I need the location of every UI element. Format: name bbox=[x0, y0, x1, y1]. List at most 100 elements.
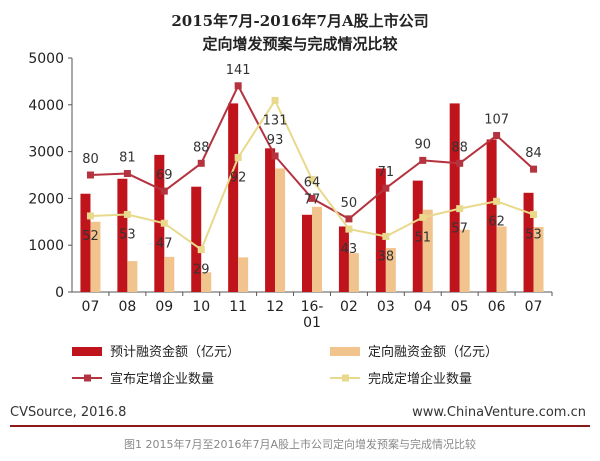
legend-label: 完成定增企业数量 bbox=[368, 371, 472, 387]
bar-completed bbox=[275, 168, 286, 292]
data-label: 62 bbox=[488, 214, 505, 229]
bar-planned bbox=[80, 193, 91, 292]
data-label: 107 bbox=[484, 113, 509, 128]
bar-planned bbox=[523, 192, 534, 292]
data-label: 77 bbox=[304, 192, 321, 207]
data-label: 92 bbox=[230, 170, 247, 185]
line-point bbox=[530, 210, 538, 218]
bar-completed bbox=[496, 226, 507, 292]
x-tick-label: 01 bbox=[303, 315, 321, 331]
line-point bbox=[493, 132, 501, 140]
line-point bbox=[456, 205, 464, 213]
line-point bbox=[271, 152, 279, 160]
data-label: 64 bbox=[304, 175, 321, 190]
y-tick-label: 0 bbox=[55, 285, 64, 301]
line-point bbox=[234, 153, 242, 161]
website-note: www.ChinaVenture.com.cn bbox=[412, 405, 586, 420]
data-label: 43 bbox=[341, 242, 358, 257]
x-tick-label: 06 bbox=[488, 299, 506, 315]
data-label: 38 bbox=[378, 249, 395, 264]
data-label: 93 bbox=[267, 133, 284, 148]
x-tick-label: 10 bbox=[192, 299, 210, 315]
y-tick-label: 3000 bbox=[28, 145, 64, 161]
line-point bbox=[345, 215, 353, 223]
y-tick-label: 4000 bbox=[28, 98, 64, 114]
data-label: 52 bbox=[82, 229, 99, 244]
bar-completed bbox=[164, 256, 175, 292]
source-note: CVSource, 2016.8 bbox=[10, 405, 127, 420]
x-tick-label: 04 bbox=[414, 299, 432, 315]
data-label: 81 bbox=[119, 151, 136, 166]
line-point bbox=[123, 170, 131, 178]
bar-completed bbox=[459, 229, 470, 292]
line-point bbox=[234, 82, 242, 90]
bar-completed bbox=[90, 221, 101, 292]
chart-subtitle: 定向增发预案与完成情况比较 bbox=[202, 35, 397, 53]
data-label: 50 bbox=[341, 196, 358, 211]
x-tick-label: 08 bbox=[118, 299, 136, 315]
bar-planned bbox=[486, 139, 497, 292]
data-label: 29 bbox=[193, 263, 210, 278]
bar-completed bbox=[238, 257, 249, 292]
data-label: 80 bbox=[82, 152, 99, 167]
bar-planned bbox=[117, 178, 128, 292]
data-label: 47 bbox=[156, 236, 173, 251]
x-tick-label: 07 bbox=[525, 299, 543, 315]
line-point bbox=[197, 246, 205, 254]
bar-completed bbox=[127, 261, 138, 292]
y-tick-label: 5000 bbox=[28, 51, 64, 67]
bar-planned bbox=[302, 214, 312, 292]
data-label: 131 bbox=[263, 113, 288, 128]
figure-caption: 图1 2015年7月至2016年7月A股上市公司定向增发预案与完成情况比较 bbox=[123, 438, 476, 451]
bar-planned bbox=[154, 154, 165, 292]
data-label: 90 bbox=[414, 137, 431, 152]
y-tick-label: 1000 bbox=[28, 238, 64, 254]
bar-completed bbox=[201, 272, 212, 292]
line-point bbox=[419, 156, 427, 164]
bar-completed bbox=[312, 206, 322, 292]
x-tick-label: 07 bbox=[82, 299, 100, 315]
line-point bbox=[530, 165, 538, 173]
bar-planned bbox=[449, 103, 460, 292]
line-point bbox=[197, 159, 205, 167]
legend-swatch bbox=[72, 347, 102, 356]
legend-marker bbox=[342, 374, 349, 382]
line-point bbox=[160, 187, 168, 195]
data-label: 53 bbox=[525, 227, 542, 242]
footer-divider bbox=[10, 425, 590, 427]
bar-planned bbox=[228, 103, 239, 292]
x-tick-label: 03 bbox=[377, 299, 395, 315]
legend-swatch bbox=[330, 347, 360, 356]
data-label: 57 bbox=[451, 222, 468, 237]
data-label: 53 bbox=[119, 227, 136, 242]
chart-title: 2015年7月-2016年7月A股上市公司 bbox=[171, 12, 428, 30]
bar-completed bbox=[385, 248, 396, 292]
line-point bbox=[419, 213, 427, 221]
bar-completed bbox=[422, 209, 433, 292]
data-label: 51 bbox=[414, 230, 431, 245]
line-point bbox=[493, 197, 501, 205]
line-point bbox=[308, 194, 316, 202]
x-tick-label: 05 bbox=[451, 299, 469, 315]
data-label: 71 bbox=[378, 165, 395, 180]
line-point bbox=[123, 210, 131, 218]
line-point bbox=[308, 175, 316, 183]
data-label: 88 bbox=[193, 140, 210, 155]
line-point bbox=[271, 96, 279, 104]
line-point bbox=[345, 225, 353, 233]
axes: 0 1000 2000 3000 4000 5000 07 08 09 10 11 12 16-01 02… bbox=[28, 51, 553, 331]
data-label: 69 bbox=[156, 168, 173, 183]
legend-label: 预计融资金额（亿元） bbox=[110, 344, 240, 360]
bar-planned bbox=[191, 186, 202, 292]
bar-completed bbox=[348, 253, 359, 292]
data-label: 141 bbox=[226, 63, 251, 78]
x-tick-label: 11 bbox=[229, 299, 247, 315]
line-point bbox=[86, 212, 94, 220]
legend: 预计融资金额（亿元） 定向融资金额（亿元） 宣布定增企业数量 完成定增企业数量 bbox=[72, 344, 498, 387]
x-tick-label: 02 bbox=[340, 299, 358, 315]
line-point bbox=[456, 159, 464, 167]
legend-label: 定向融资金额（亿元） bbox=[368, 344, 498, 360]
y-tick-label: 2000 bbox=[28, 191, 64, 207]
data-label-layer: 80 81 69 88 141 93 64 50 71 90 88 107 84 52 53 47 29 92 13… bbox=[82, 63, 542, 278]
